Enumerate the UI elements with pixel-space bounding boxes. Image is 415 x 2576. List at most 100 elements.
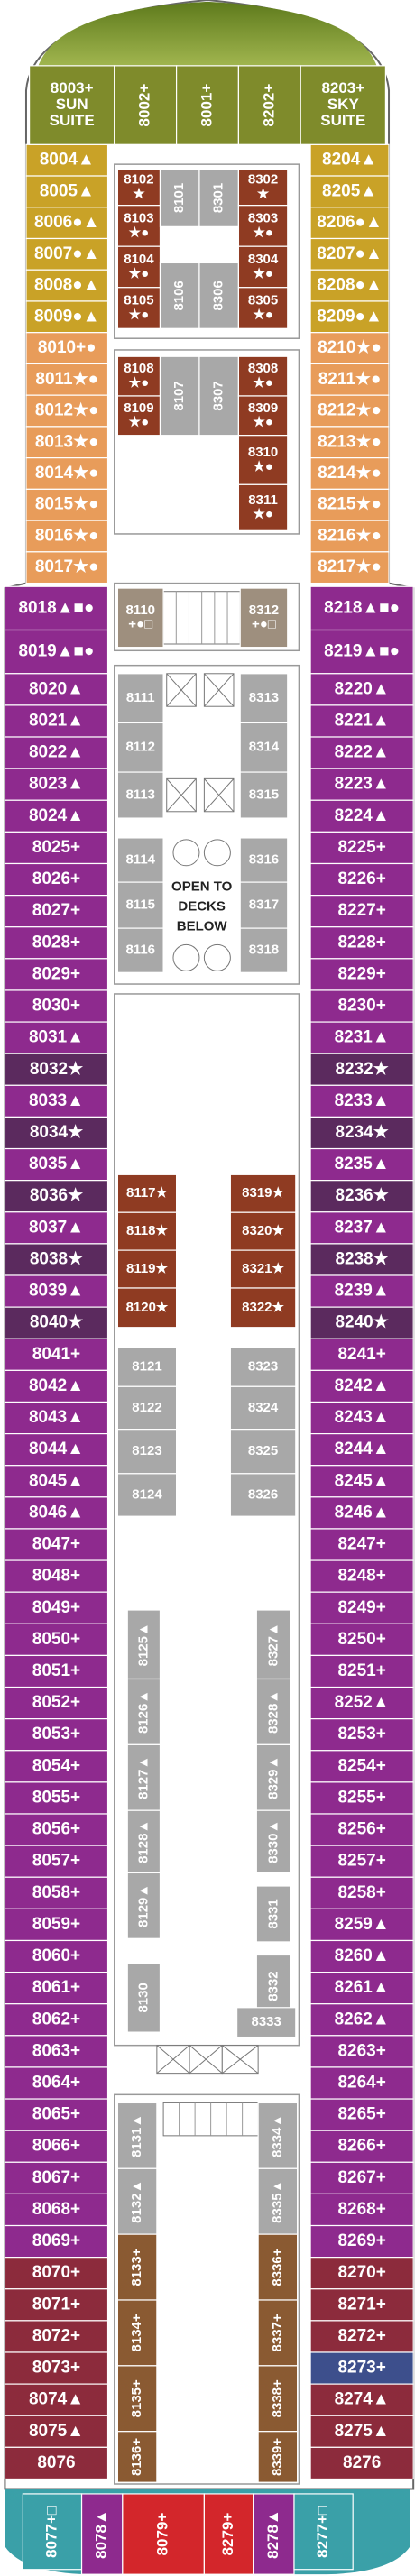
port-cabin (25, 143, 109, 177)
starboard-cabin-label: 8226+ (337, 869, 385, 888)
port-cabin-label: 8055+ (32, 1788, 80, 1807)
port-cabin (4, 895, 109, 928)
inner-cabin-label: 8324 (248, 1400, 279, 1415)
starboard-cabin (309, 394, 390, 428)
starboard-cabin (309, 673, 414, 706)
port-cabin-label: 8016★● (35, 526, 99, 545)
starboard-cabin (309, 831, 414, 865)
stern-cabin (293, 2493, 354, 2571)
port-cabin-label: 8073+ (32, 2359, 80, 2378)
starboard-cabin (309, 1845, 414, 1878)
starboard-cabin-label: 8276 (343, 2453, 381, 2472)
inner-cabin-label: 8130 (135, 1983, 151, 2012)
starboard-cabin (309, 926, 414, 960)
port-cabin (4, 2446, 109, 2480)
starboard-cabin (309, 2193, 414, 2227)
starboard-cabin-label: 8220▲ (335, 679, 390, 698)
inner-cabin-label: ★ (257, 186, 270, 201)
port-cabin (4, 1243, 109, 1276)
starboard-cabin-label: 8260▲ (335, 1946, 390, 1965)
stern-cabin-label: 8077+□ (42, 2506, 60, 2558)
starboard-cabin-label: 8238★ (335, 1249, 388, 1268)
starboard-cabin (309, 1116, 414, 1150)
port-cabin-label: 8029+ (32, 964, 80, 983)
inner-cabin (116, 673, 164, 724)
bow-suite-label: 8003+ (51, 79, 94, 97)
port-cabin-label: 8075▲ (29, 2422, 84, 2441)
port-cabin-label: 8022▲ (29, 743, 84, 762)
starboard-cabin-label: 8244▲ (335, 1440, 390, 1458)
starboard-cabin-label: 8270+ (337, 2263, 385, 2282)
starboard-cabin-label: 8242▲ (335, 1376, 390, 1395)
inner-cabin (237, 395, 289, 437)
inner-cabin (229, 1287, 297, 1329)
port-cabin-label: 8026+ (32, 869, 80, 888)
port-cabin-label: 8025+ (32, 838, 80, 857)
port-cabin (4, 1084, 109, 1118)
inner-cabin-label: 8101 (171, 183, 187, 213)
starboard-cabin-label: 8247+ (337, 1535, 385, 1554)
inner-cabin (239, 771, 289, 819)
port-cabin-label: 8053+ (32, 1725, 80, 1743)
port-cabin (4, 1654, 109, 1688)
inner-cabin-label: 8329▲ (265, 1756, 281, 1799)
inner-cabin-label: 8122 (132, 1400, 161, 1415)
inner-cabin-label: 8109 (124, 400, 153, 416)
inner-cabin-label: 8126▲ (135, 1690, 151, 1734)
port-cabin (4, 1876, 109, 1909)
inner-cabin (116, 1249, 178, 1289)
inner-cabin (257, 2299, 299, 2367)
starboard-cabin (309, 1686, 414, 1720)
inner-cabin (229, 1249, 297, 1289)
port-cabin-label: 8014★● (35, 464, 99, 483)
inner-cabin-label: 8132▲ (129, 2180, 144, 2223)
stern-cabin-label: 8079+ (154, 2513, 171, 2556)
inner-cabin (159, 262, 200, 329)
starboard-cabin (309, 1813, 414, 1846)
port-cabin-label: 8011★● (35, 370, 98, 389)
starboard-cabin-label: 8251+ (337, 1661, 385, 1680)
port-cabin (4, 1623, 109, 1657)
starboard-cabin-label: 8213★● (318, 432, 382, 451)
cross (204, 778, 235, 813)
inner-cabin (237, 245, 289, 289)
inner-cabin-label: 8328▲ (265, 1690, 281, 1734)
inner-cabin-label: 8316 (249, 851, 279, 867)
cross (221, 2045, 259, 2075)
inner-cabin-label: 8129▲ (135, 1884, 151, 1927)
starboard-cabin (309, 2003, 414, 2037)
port-cabin-label: 8072+ (32, 2326, 80, 2345)
port-cabin-label: 8065+ (32, 2105, 80, 2124)
inner-cabin (116, 587, 164, 649)
inner-cabin-label: 8321★ (242, 1261, 284, 1276)
inner-cabin (116, 169, 161, 207)
starboard-cabin (309, 1369, 414, 1403)
inner-cabin-label: 8128▲ (135, 1820, 151, 1863)
inner-cabin-label: 8112 (125, 740, 155, 755)
starboard-cabin (309, 799, 414, 833)
note-label: DECKS (178, 898, 226, 914)
inner-cabin-label: ★ (133, 186, 145, 201)
port-cabin-label: 8056+ (32, 1820, 80, 1839)
starboard-cabin (309, 1939, 414, 1973)
starboard-cabin-label: 8253+ (337, 1725, 385, 1743)
inner-cabin (255, 1954, 291, 2019)
starboard-cabin (309, 363, 390, 396)
inner-cabin-label: 8312 (249, 603, 279, 618)
starboard-cabin (309, 1654, 414, 1688)
inner-cabin-label: 8119★ (126, 1261, 169, 1276)
starboard-cabin-label: 8204▲ (322, 151, 377, 170)
starboard-cabin-label: 8269+ (337, 2231, 385, 2250)
port-cabin (4, 1306, 109, 1339)
starboard-cabin-label: 8266+ (337, 2137, 385, 2156)
starboard-cabin-label: 8258+ (337, 1883, 385, 1902)
stern-cabin (253, 2493, 295, 2575)
port-cabin-label: 8050+ (32, 1630, 80, 1649)
starboard-cabin-label: 8208●▲ (317, 276, 383, 295)
starboard-cabin (309, 2224, 414, 2259)
inner-cabin-label: 8134+ (129, 2314, 144, 2351)
inner-cabin (229, 1429, 297, 1475)
inner-cabin-label: 8309 (248, 400, 278, 416)
port-cabin-label: 8066+ (32, 2137, 80, 2156)
